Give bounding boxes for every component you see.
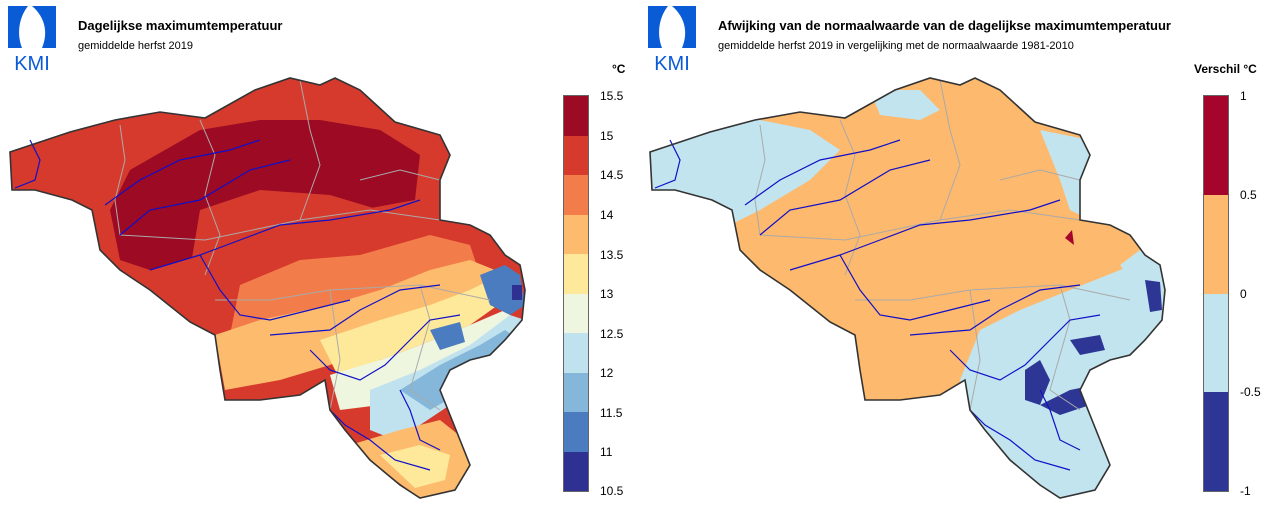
legend-swatch <box>564 333 588 373</box>
temperature-map <box>9 77 526 499</box>
legend-unit: °C <box>612 62 626 76</box>
svg-text:KMI: KMI <box>14 53 50 74</box>
legend-swatch <box>564 293 588 333</box>
legend-tick: 11.5 <box>600 406 623 420</box>
legend-tick: 12 <box>600 366 614 380</box>
map-subtitle: gemiddelde herfst 2019 <box>78 40 193 52</box>
map-title: Dagelijkse maximumtemperatuur <box>78 18 283 33</box>
legend-tick: 0.5 <box>1240 188 1257 202</box>
legend-tick: 15.5 <box>600 89 624 103</box>
legend-tick: 10.5 <box>600 484 624 498</box>
anomaly-legend-bar <box>1203 95 1229 492</box>
temperature-map-panel: KMI Dagelijkse maximumtemperatuur gemidd… <box>8 6 626 499</box>
legend-swatch <box>1204 194 1228 294</box>
anomaly-map <box>649 77 1166 499</box>
legend-tick: 13.5 <box>600 248 624 262</box>
kmi-logo: KMI <box>8 6 56 74</box>
legend-swatch <box>564 96 588 136</box>
legend-swatch <box>1204 96 1228 195</box>
legend-tick: 12.5 <box>600 327 624 341</box>
legend-tick: 0 <box>1240 287 1247 301</box>
legend-swatch <box>564 254 588 294</box>
map-title: Afwijking van de normaalwaarde van de da… <box>718 18 1171 33</box>
legend-swatch <box>564 451 588 491</box>
legend-tick: 14 <box>600 208 614 222</box>
anomaly-map-panel: KMI Afwijking van de normaalwaarde van d… <box>640 0 1280 507</box>
legend-tick: 1 <box>1240 89 1247 103</box>
temperature-legend-bar <box>563 95 589 492</box>
legend-swatch <box>1204 392 1228 491</box>
legend-tick: 11 <box>600 445 613 459</box>
legend-tick: -0.5 <box>1240 385 1261 399</box>
legend-unit: Verschil °C <box>1194 62 1257 76</box>
svg-text:KMI: KMI <box>654 53 690 74</box>
legend-tick: 15 <box>600 129 614 143</box>
legend-swatch <box>564 135 588 175</box>
legend-swatch <box>1204 293 1228 393</box>
legend-swatch <box>564 372 588 412</box>
legend-tick: -1 <box>1240 484 1251 498</box>
legend-tick: 14.5 <box>600 168 624 182</box>
legend-swatch <box>564 412 588 452</box>
kmi-logo: KMI <box>648 6 696 74</box>
legend-swatch <box>564 175 588 215</box>
map-subtitle: gemiddelde herfst 2019 in vergelijking m… <box>718 40 1074 52</box>
legend-tick: 13 <box>600 287 614 301</box>
legend-swatch <box>564 214 588 254</box>
